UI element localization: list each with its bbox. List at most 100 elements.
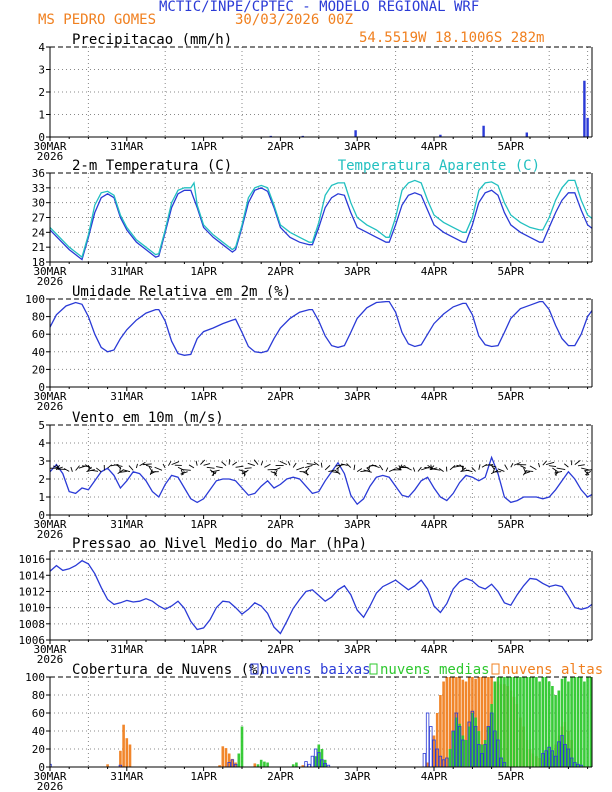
panel-data — [269, 80, 589, 137]
bar-nuvens-baixas — [461, 739, 465, 767]
wind-arrow — [75, 465, 80, 471]
bar-nuvens-baixas — [573, 762, 577, 767]
bar-nuvens-baixas — [541, 753, 545, 767]
bar-nuvens-baixas — [499, 757, 503, 767]
legend-label: nuvens altas — [502, 662, 603, 678]
y-tick-label: 1 — [38, 491, 45, 504]
bar-nuvens-altas — [458, 677, 461, 767]
wind-arrow — [465, 469, 473, 473]
wind-arrow — [232, 461, 238, 466]
y-tick-label: 30 — [32, 197, 45, 210]
wind-arrow — [336, 465, 342, 470]
bar-Precipitacao — [482, 125, 485, 137]
bar-nuvens-baixas — [438, 755, 443, 767]
y-tick-label: 5 — [38, 419, 45, 432]
bar-nuvens-medias — [474, 717, 477, 767]
bar-nuvens-altas — [442, 681, 445, 767]
wind-arrow — [296, 466, 305, 471]
wind-arrow — [260, 461, 264, 466]
bar-nuvens-baixas — [313, 748, 318, 767]
bar-nuvens-baixas — [496, 739, 500, 767]
x-tick-label: 4APR — [421, 770, 448, 783]
bar-nuvens-altas — [483, 677, 487, 767]
panel-title: Precipitacao (mm/h) — [72, 32, 232, 48]
wind-arrow — [305, 465, 313, 469]
x-tick-label: 2APR — [267, 140, 294, 153]
bar-nuvens-medias — [576, 677, 580, 767]
wind-arrow — [91, 469, 99, 472]
x-tick-label: 30MAR — [33, 643, 66, 656]
bar-nuvens-baixas — [560, 735, 564, 767]
bar-nuvens-medias — [515, 677, 519, 767]
wind-arrow — [87, 466, 92, 472]
wind-arrow — [241, 469, 249, 475]
bar-nuvens-baixas — [425, 712, 430, 767]
wind-arrow — [162, 463, 166, 469]
bar-nuvens-medias — [544, 677, 548, 767]
bar-nuvens-altas — [432, 735, 436, 767]
x-tick-label: 31MAR — [110, 390, 143, 403]
wind-arrow — [78, 465, 86, 469]
x-tick-label: 5APR — [498, 643, 525, 656]
x-tick-label: 1APR — [190, 770, 217, 783]
panel-legend: Temperatura Aparente (C) — [338, 158, 540, 174]
wind-arrow — [63, 468, 70, 472]
x-tick-label: 30MAR — [33, 770, 66, 783]
wind-arrow — [585, 470, 592, 476]
wind-arrow — [363, 469, 372, 473]
wind-arrow — [399, 465, 406, 469]
y-tick-label: 60 — [32, 328, 45, 341]
bar-nuvens-baixas — [457, 726, 462, 767]
wind-arrow — [510, 463, 514, 468]
panel-title: Vento em 10m (m/s) — [72, 410, 224, 426]
wind-arrow — [200, 459, 206, 465]
bar-nuvens-altas — [426, 762, 429, 767]
y-tick-label: 1016 — [19, 553, 46, 566]
panel-data — [50, 455, 592, 506]
wind-arrow — [305, 467, 310, 472]
x-tick-label: 2APR — [267, 643, 294, 656]
bar-nuvens-medias — [295, 762, 298, 767]
wind-arrow — [128, 465, 134, 471]
wind-arrow — [287, 461, 291, 466]
bar-nuvens-altas — [234, 762, 237, 767]
bar-nuvens-medias — [570, 677, 573, 767]
bar-nuvens-baixas — [483, 744, 487, 767]
panel-data — [50, 179, 592, 261]
x-tick-label: 30MAR — [33, 390, 66, 403]
y-tick-label: 2 — [38, 473, 45, 486]
x-tick-year: 2026 — [37, 653, 64, 666]
bar-nuvens-medias — [563, 677, 567, 767]
x-tick-label: 2APR — [267, 770, 294, 783]
panel-title: Pressao ao Nivel Medio do Mar (hPa) — [72, 536, 367, 552]
y-tick-label: 24 — [32, 226, 46, 239]
wind-arrow — [459, 464, 465, 470]
bar-nuvens-baixas — [118, 764, 123, 767]
wind-arrow — [313, 461, 320, 466]
y-tick-label: 40 — [32, 725, 45, 738]
wind-arrow — [584, 470, 590, 476]
wind-arrow — [87, 465, 90, 470]
bar-nuvens-medias — [490, 704, 493, 767]
bar-nuvens-medias — [557, 690, 561, 767]
x-tick-label: 3APR — [344, 390, 371, 403]
wind-arrow — [154, 466, 163, 471]
bar-nuvens-altas — [231, 758, 234, 767]
x-tick-year: 2026 — [37, 400, 64, 413]
bar-nuvens-medias — [483, 740, 487, 767]
bar-nuvens-medias — [320, 749, 324, 767]
line-Temperatura-Aparente — [50, 179, 592, 259]
bar-Precipitacao — [583, 80, 586, 137]
bar-nuvens-medias — [541, 677, 545, 767]
run-date: 30/03/2026 00Z — [235, 12, 354, 28]
bar-nuvens-medias — [464, 740, 468, 767]
y-tick-label: 3 — [38, 64, 45, 77]
bar-nuvens-altas — [301, 765, 305, 767]
x-tick-year: 2026 — [37, 528, 64, 541]
wind-arrow — [431, 468, 441, 471]
bar-nuvens-medias — [579, 677, 583, 767]
wind-arrow — [513, 462, 521, 466]
line-Velocidade — [50, 455, 592, 506]
bar-nuvens-medias — [503, 677, 506, 767]
bar-nuvens-baixas — [304, 761, 308, 767]
